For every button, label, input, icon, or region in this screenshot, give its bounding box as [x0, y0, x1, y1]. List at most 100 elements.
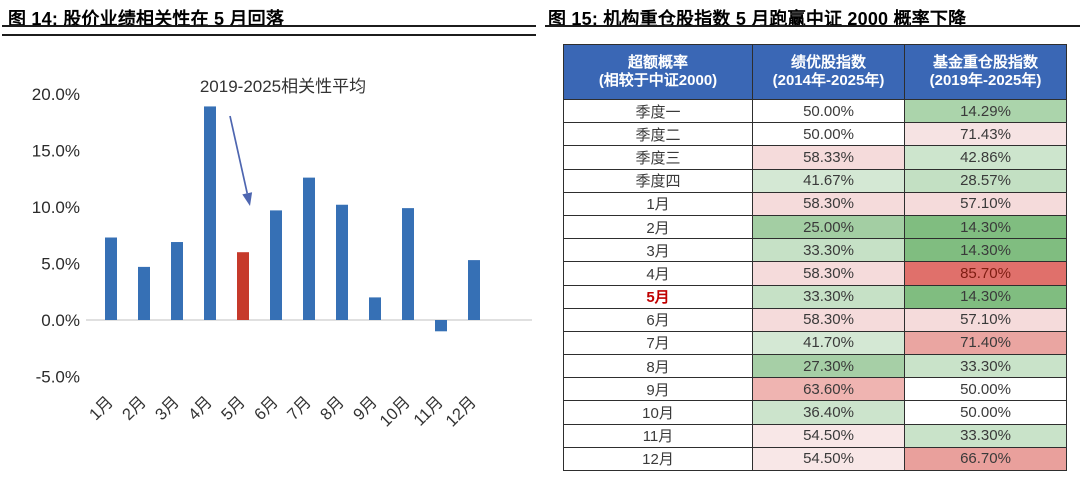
- table-header-row: 超额概率 (相较于中证2000) 绩优股指数 (2014年-2025年) 基金重仓股指数…: [563, 44, 1067, 100]
- value-cell-col3: 42.86%: [904, 145, 1067, 170]
- value-cell-col3: 14.30%: [904, 214, 1067, 240]
- value-cell-col3: 71.40%: [904, 330, 1067, 356]
- row-label-cell: 1月: [563, 191, 753, 216]
- row-label-cell: 11月: [563, 423, 753, 448]
- table-row: 9月 63.60% 50.00%: [563, 377, 1067, 402]
- row-label-cell: 5月: [563, 284, 753, 309]
- value-cell-col3: 33.30%: [904, 354, 1067, 379]
- value-cell-col3: 14.30%: [904, 238, 1067, 263]
- y-tick-label: 0.0%: [41, 311, 80, 330]
- correlation-bar-chart: 20.0% 15.0% 10.0% 5.0% 0.0% -5.0% 1月 2月 3月 4月 5月 6月…: [32, 77, 532, 430]
- table-header: 超额概率 (相较于中证2000) 绩优股指数 (2014年-2025年) 基金重仓股指数…: [563, 44, 1067, 100]
- header-cell-3: 基金重仓股指数 (2019年-2025年): [904, 44, 1067, 100]
- value-cell-col3: 28.57%: [904, 168, 1067, 193]
- table-row: 11月 54.50% 33.30%: [563, 423, 1067, 448]
- bar-3月: [171, 242, 183, 320]
- row-label-cell: 季度三: [563, 145, 753, 170]
- header-line2: (2019年-2025年): [929, 72, 1042, 89]
- value-cell-col2: 27.30%: [752, 354, 905, 379]
- header-line1: 绩优股指数: [790, 54, 866, 71]
- y-tick-label: 15.0%: [32, 142, 80, 161]
- x-tick-label: 8月: [317, 393, 348, 424]
- bar-9月: [369, 297, 381, 320]
- y-tick-label: 5.0%: [41, 255, 80, 274]
- value-cell-col2: 58.30%: [752, 261, 905, 286]
- table-row: 季度四 41.67% 28.57%: [563, 168, 1067, 193]
- table-row: 5月 33.30% 14.30%: [563, 284, 1067, 309]
- row-label-cell: 9月: [563, 377, 753, 402]
- figure14-title: 图 14: 股价业绩相关性在 5 月回落: [8, 9, 285, 29]
- table-row: 6月 58.30% 57.10%: [563, 307, 1067, 332]
- annotation-text: 2019-2025相关性平均: [200, 77, 366, 96]
- value-cell-col3: 71.43%: [904, 122, 1067, 147]
- bar-12月: [468, 260, 480, 320]
- table-row: 10月 36.40% 50.00%: [563, 400, 1067, 425]
- figure14-title-rule: [2, 25, 536, 36]
- bar-4月: [204, 106, 216, 321]
- table-body: 季度一 50.00% 14.29% 季度二 50.00% 71.43% 季度三 58.33% 4…: [563, 98, 1067, 472]
- row-label-cell: 3月: [563, 238, 753, 263]
- x-tick-label: 1月: [86, 393, 117, 424]
- row-label-cell: 7月: [563, 330, 753, 356]
- probability-table: 超额概率 (相较于中证2000) 绩优股指数 (2014年-2025年) 基金重仓股指数…: [563, 44, 1067, 472]
- figure15-title: 图 15: 机构重仓股指数 5 月跑赢中证 2000 概率下降: [548, 9, 967, 29]
- bar-7月: [303, 177, 315, 320]
- bar-10月: [402, 208, 414, 320]
- value-cell-col2: 63.60%: [752, 377, 905, 402]
- value-cell-col3: 66.70%: [904, 446, 1067, 472]
- x-tick-label: 2月: [119, 393, 150, 424]
- probability-table-wrap: 超额概率 (相较于中证2000) 绩优股指数 (2014年-2025年) 基金重仓股指数…: [563, 44, 1067, 472]
- value-cell-col2: 50.00%: [752, 122, 905, 147]
- bar-11月: [435, 320, 447, 332]
- value-cell-col3: 33.30%: [904, 423, 1067, 448]
- table-row: 4月 58.30% 85.70%: [563, 261, 1067, 286]
- value-cell-col2: 58.33%: [752, 145, 905, 170]
- value-cell-col2: 25.00%: [752, 214, 905, 240]
- table-row: 1月 58.30% 57.10%: [563, 191, 1067, 216]
- table-row: 2月 25.00% 14.30%: [563, 214, 1067, 240]
- row-label-cell: 2月: [563, 214, 753, 240]
- table-row: 季度一 50.00% 14.29%: [563, 98, 1067, 124]
- row-label-cell: 4月: [563, 261, 753, 286]
- x-tick-label: 4月: [185, 393, 216, 424]
- value-cell-col3: 50.00%: [904, 377, 1067, 402]
- table-row: 季度二 50.00% 71.43%: [563, 122, 1067, 147]
- value-cell-col3: 57.10%: [904, 191, 1067, 216]
- table-row: 3月 33.30% 14.30%: [563, 238, 1067, 263]
- value-cell-col3: 14.29%: [904, 98, 1067, 124]
- value-cell-col3: 85.70%: [904, 261, 1067, 286]
- annotation-arrowhead-icon: [242, 192, 253, 206]
- bar-6月: [270, 210, 282, 320]
- bar-1月: [105, 237, 117, 320]
- value-cell-col2: 58.30%: [752, 307, 905, 332]
- x-tick-label: 9月: [350, 393, 381, 424]
- row-label-cell: 6月: [563, 307, 753, 332]
- bar-8月: [336, 204, 348, 320]
- value-cell-col2: 58.30%: [752, 191, 905, 216]
- y-tick-label: -5.0%: [36, 368, 80, 387]
- value-cell-col2: 33.30%: [752, 284, 905, 309]
- bar-2月: [138, 266, 150, 320]
- value-cell-col3: 14.30%: [904, 284, 1067, 309]
- value-cell-col3: 57.10%: [904, 307, 1067, 332]
- value-cell-col2: 54.50%: [752, 423, 905, 448]
- value-cell-col2: 41.70%: [752, 330, 905, 356]
- x-tick-label: 10月: [376, 393, 413, 430]
- row-label-cell: 季度二: [563, 122, 753, 147]
- header-line1: 基金重仓股指数: [932, 54, 1038, 71]
- header-line2: (2014年-2025年): [772, 72, 885, 89]
- figure14-section: 图 14: 股价业绩相关性在 5 月回落 20.0% 15.0% 10.0% 5.0%…: [2, 9, 536, 430]
- row-label-cell: 季度一: [563, 98, 753, 124]
- y-tick-label: 10.0%: [32, 198, 80, 217]
- x-tick-label: 11月: [410, 393, 447, 430]
- figure15-title-rule: [545, 25, 1080, 27]
- value-cell-col2: 54.50%: [752, 446, 905, 472]
- header-line2: (相较于中证2000): [598, 72, 718, 89]
- row-label-cell: 8月: [563, 354, 753, 379]
- row-label-cell: 12月: [563, 446, 753, 472]
- header-cell-1: 超额概率 (相较于中证2000): [563, 44, 753, 100]
- value-cell-col2: 36.40%: [752, 400, 905, 425]
- x-tick-label: 6月: [251, 393, 282, 424]
- value-cell-col2: 41.67%: [752, 168, 905, 193]
- figure15-section: 图 15: 机构重仓股指数 5 月跑赢中证 2000 概率下降 超额概率 (相较于…: [540, 0, 1080, 478]
